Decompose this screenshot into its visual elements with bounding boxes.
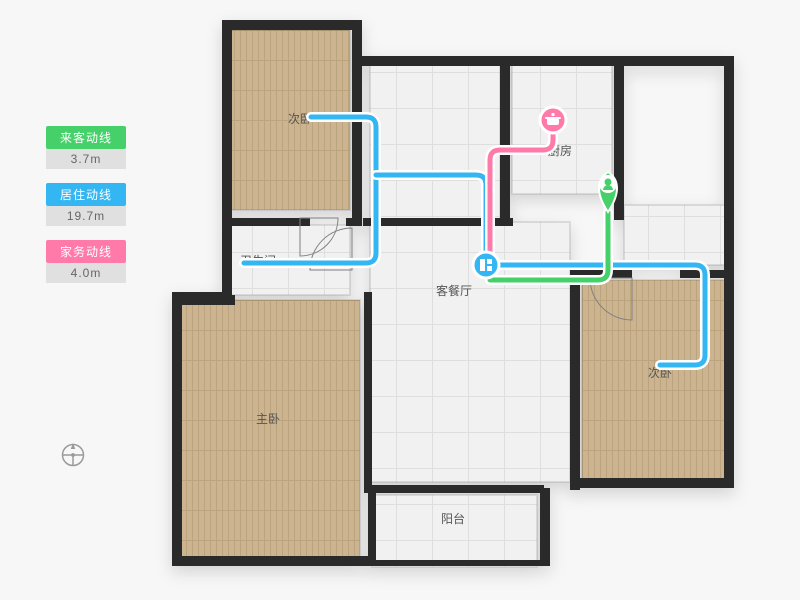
legend: 来客动线3.7m 居住动线19.7m 家务动线4.0m (46, 126, 126, 297)
room-label-living: 客餐厅 (436, 283, 472, 298)
legend-value: 3.7m (46, 149, 126, 169)
legend-value: 4.0m (46, 263, 126, 283)
floor-plan: 次卧卫生间主卧厨房客餐厅次卧阳台 (0, 0, 800, 600)
legend-item: 家务动线4.0m (46, 240, 126, 283)
marker-1 (473, 252, 499, 278)
legend-label: 来客动线 (46, 126, 126, 149)
room-entry (624, 205, 728, 265)
room-dress (370, 64, 500, 220)
room-label-bed_main: 主卧 (256, 412, 280, 426)
room-balcony (372, 495, 537, 567)
legend-label: 居住动线 (46, 183, 126, 206)
room-label-balcony: 阳台 (441, 511, 465, 526)
legend-item: 居住动线19.7m (46, 183, 126, 226)
legend-item: 来客动线3.7m (46, 126, 126, 169)
room-bed_main (180, 300, 360, 560)
compass-icon (58, 440, 88, 470)
marker-2 (540, 107, 566, 133)
legend-value: 19.7m (46, 206, 126, 226)
legend-label: 家务动线 (46, 240, 126, 263)
